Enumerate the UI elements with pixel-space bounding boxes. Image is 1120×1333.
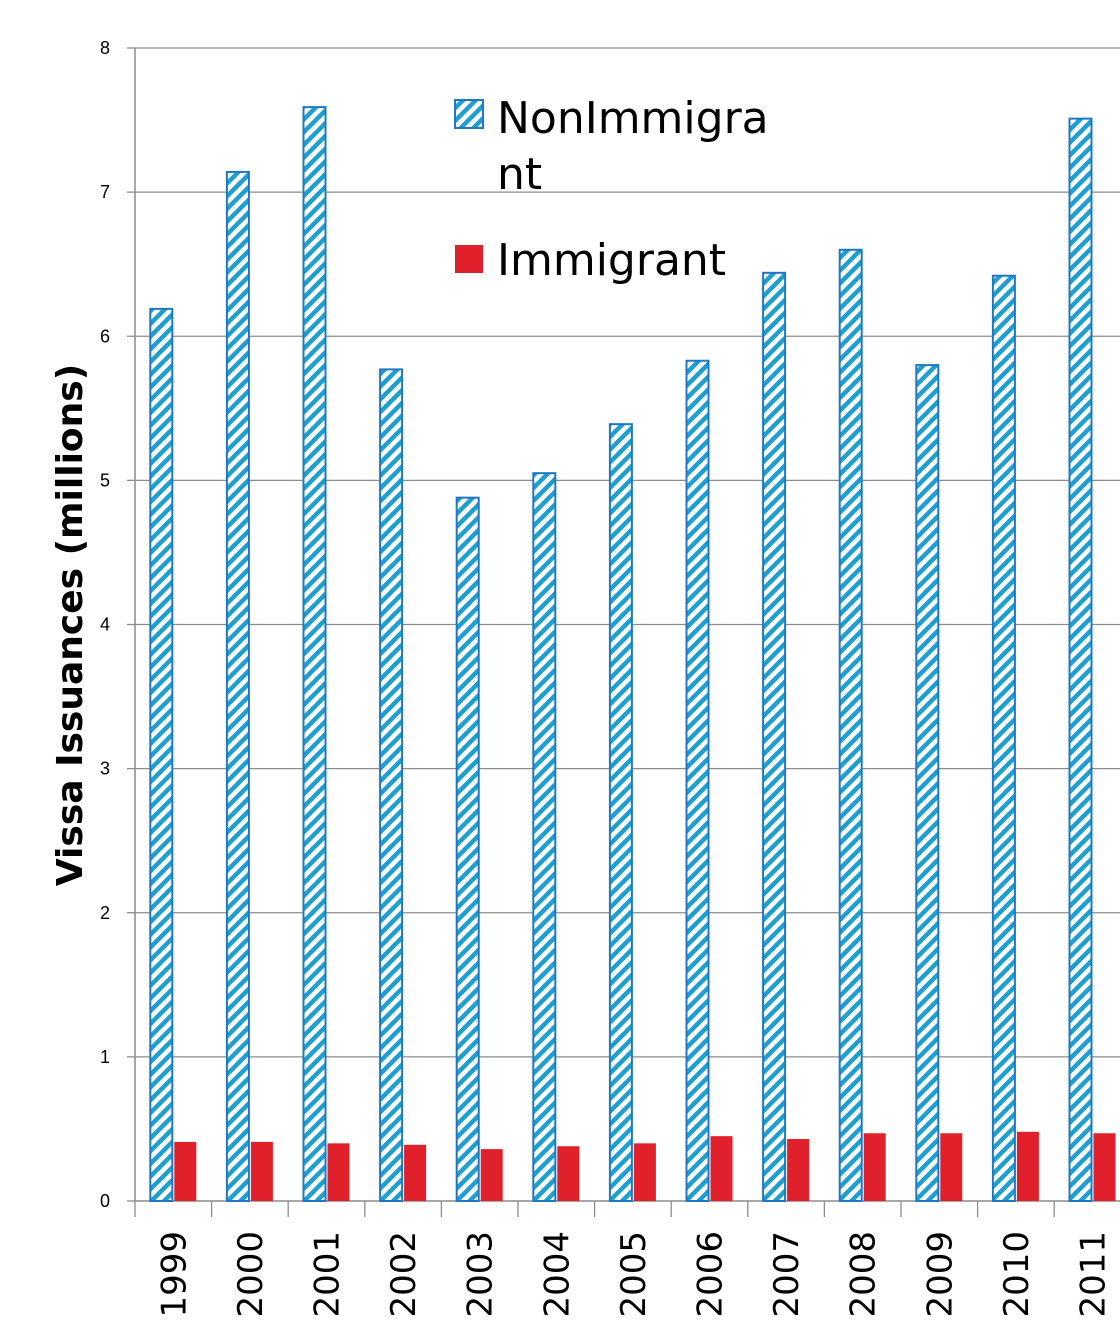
legend-label-immigrant: Immigrant	[497, 235, 726, 286]
y-tick-label: 2	[100, 903, 110, 923]
bar-immigrant-2007	[787, 1139, 810, 1201]
bar-immigrant-2005	[633, 1143, 656, 1201]
bar-nonimmigrant-2001	[302, 106, 327, 1202]
x-tick-label: 2011	[1074, 1231, 1114, 1318]
x-tick-label: 2001	[308, 1231, 348, 1318]
y-axis-label: Vissa Issuances (millions)	[50, 364, 91, 886]
bar-immigrant-2002	[404, 1144, 427, 1201]
bar-nonimmigrant-2005	[608, 423, 633, 1202]
y-tick-label: 4	[100, 615, 110, 635]
bar-nonimmigrant-1999	[149, 307, 174, 1202]
bar-immigrant-2006	[710, 1136, 733, 1201]
bar-nonimmigrant-2008	[838, 248, 863, 1202]
legend-swatch-immigrant	[455, 245, 483, 273]
y-tick-label: 7	[100, 182, 110, 202]
bar-nonimmigrant-2010	[991, 274, 1016, 1202]
bar-immigrant-2004	[557, 1146, 580, 1201]
x-tick-label: 2000	[231, 1231, 271, 1318]
x-tick-label: 1999	[154, 1231, 194, 1318]
legend-label-nonimmigrant: NonImmigra	[497, 93, 769, 144]
y-tick-label: 8	[100, 38, 110, 58]
y-tick-label: 5	[100, 470, 110, 490]
legend-label-nonimmigrant: nt	[497, 149, 542, 200]
bar-immigrant-2003	[480, 1149, 503, 1201]
bar-nonimmigrant-2002	[379, 368, 404, 1202]
bars	[149, 106, 1116, 1203]
bar-immigrant-2011	[1093, 1133, 1116, 1201]
x-tick-label: 2007	[767, 1231, 807, 1318]
bar-immigrant-2008	[863, 1133, 886, 1201]
bar-nonimmigrant-2009	[915, 364, 940, 1202]
legend-swatch-nonimmigrant	[454, 99, 484, 129]
y-tick-label: 0	[100, 1191, 110, 1211]
x-tick-label: 2004	[537, 1231, 577, 1318]
x-tick-label: 2006	[691, 1231, 731, 1318]
bar-nonimmigrant-2006	[685, 359, 710, 1203]
x-tick-label: 2002	[384, 1231, 424, 1318]
bar-immigrant-2001	[327, 1143, 350, 1201]
x-tick-label: 2008	[844, 1231, 884, 1318]
x-tick-label: 2003	[461, 1231, 501, 1318]
y-tick-label: 3	[100, 759, 110, 779]
bar-nonimmigrant-2004	[532, 472, 557, 1202]
x-tick-label: 2010	[997, 1231, 1037, 1318]
tick-labels: 0 1 2 3 4 5 6 7 8 1999 2000 2001 2002 2003 2004 2005 200…	[100, 38, 1114, 1318]
x-tick-label: 2009	[920, 1231, 960, 1318]
bar-immigrant-2009	[940, 1133, 963, 1201]
bar-nonimmigrant-2007	[762, 271, 787, 1202]
bar-nonimmigrant-2011	[1068, 117, 1093, 1203]
x-tick-label: 2005	[614, 1231, 654, 1318]
y-tick-label: 6	[100, 326, 110, 346]
bar-immigrant-1999	[174, 1141, 197, 1201]
bar-immigrant-2010	[1016, 1131, 1039, 1201]
bar-nonimmigrant-2000	[225, 170, 250, 1202]
bar-immigrant-2000	[250, 1141, 273, 1201]
y-tick-label: 1	[100, 1047, 110, 1067]
bar-nonimmigrant-2003	[455, 496, 480, 1203]
